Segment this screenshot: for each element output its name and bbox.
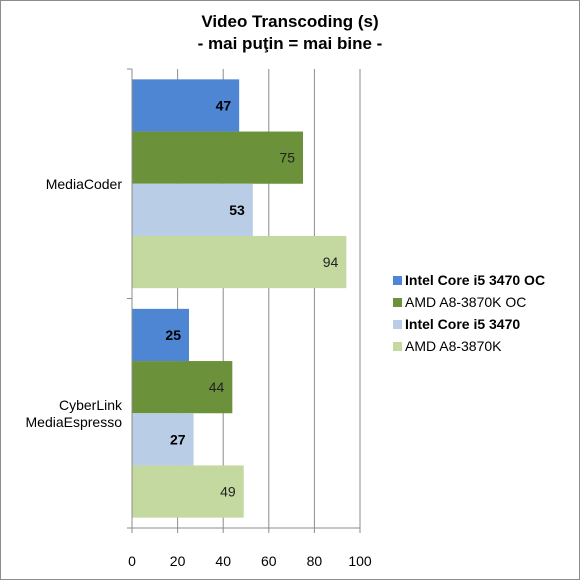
legend: Intel Core i5 3470 OC AMD A8-3870K OC Inte… [393, 272, 545, 354]
data-label: 47 [216, 97, 232, 113]
bars: 47 75 53 94 25 44 27 49 [132, 79, 347, 518]
data-label: 94 [323, 254, 339, 270]
bar [132, 183, 253, 236]
data-label: 44 [209, 379, 225, 395]
legend-label: Intel Core i5 3470 OC [405, 272, 545, 288]
legend-swatch [393, 320, 402, 329]
legend-swatch [393, 298, 402, 307]
x-tick-label: 100 [348, 553, 372, 569]
axes: 0 20 40 60 80 100 MediaCoder CyberLink MediaEspr… [26, 68, 372, 569]
data-label: 27 [170, 431, 186, 447]
x-tick-label: 40 [215, 553, 231, 569]
x-tick-label: 0 [128, 553, 136, 569]
bar [132, 235, 347, 289]
chart-subtitle: - mai puţin = mai bine - [198, 34, 383, 53]
chart-title: Video Transcoding (s) [201, 12, 378, 31]
bar [132, 413, 194, 466]
legend-swatch [393, 276, 402, 285]
data-label: 25 [165, 327, 181, 343]
legend-label: AMD A8-3870K [405, 338, 502, 354]
legend-label: AMD A8-3870K OC [405, 294, 526, 310]
legend-label: Intel Core i5 3470 [405, 316, 520, 332]
bar [132, 131, 303, 184]
bar [132, 361, 233, 414]
bar [132, 79, 240, 132]
x-tick-label: 60 [261, 553, 277, 569]
bar [132, 308, 189, 362]
data-label: 75 [279, 150, 295, 166]
bar [132, 465, 244, 518]
legend-swatch [393, 342, 402, 351]
category-label: MediaCoder [46, 176, 123, 192]
x-tick-label: 20 [170, 553, 186, 569]
x-tick-label: 80 [307, 553, 323, 569]
category-label: CyberLink MediaEspresso [26, 397, 123, 430]
data-label: 53 [229, 202, 245, 218]
data-label: 49 [220, 484, 236, 500]
